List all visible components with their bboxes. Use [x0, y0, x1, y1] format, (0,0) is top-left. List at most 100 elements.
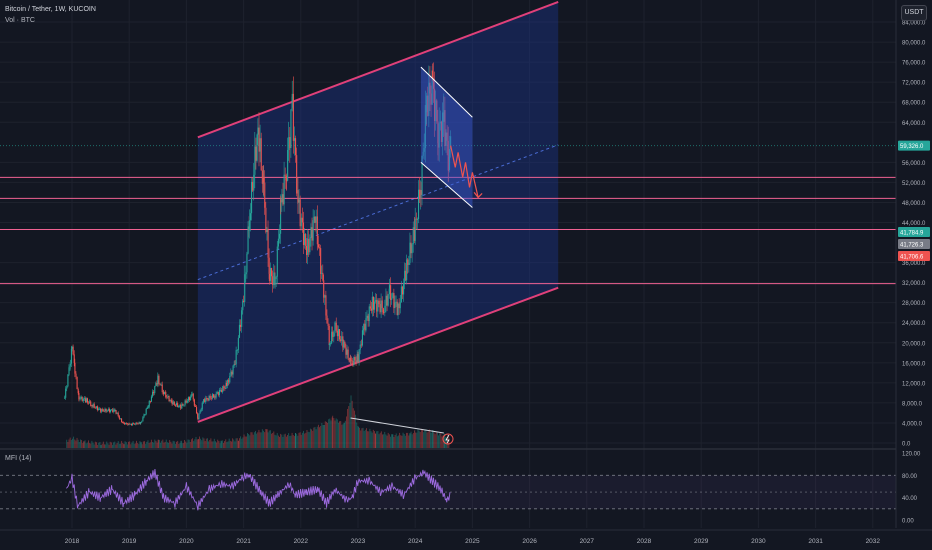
candle-body [247, 226, 249, 254]
candle-body [241, 310, 243, 327]
time-tick-label: 2028 [637, 538, 652, 545]
volume-bar [274, 434, 276, 448]
candle-body [295, 138, 297, 156]
candle-body [82, 398, 84, 401]
candle-body [90, 401, 92, 406]
volume-bar [194, 439, 196, 448]
candle-body [181, 404, 183, 409]
volume-bar [435, 431, 437, 448]
volume-bar [118, 443, 120, 448]
volume-bar [323, 425, 325, 448]
candle-body [167, 396, 169, 398]
candle-body [336, 330, 338, 337]
volume-bar [298, 432, 300, 448]
volume-bar [244, 436, 246, 448]
candle-body [276, 246, 278, 277]
volume-bar [382, 434, 383, 448]
volume-bar [247, 433, 248, 448]
time-tick-label: 2023 [351, 538, 366, 545]
candle-body [100, 408, 102, 412]
volume-bar [394, 435, 396, 448]
volume-bar [406, 432, 407, 448]
time-tick-label: 2027 [580, 538, 595, 545]
volume-bar [217, 439, 219, 448]
candle-body [265, 207, 267, 233]
price-tick-label: 0.0 [902, 442, 911, 448]
candle-body [229, 375, 231, 383]
candle-body [266, 228, 268, 233]
volume-bar [379, 432, 381, 448]
projection-arrow-head [473, 192, 483, 199]
volume-bar [120, 443, 121, 448]
volume-bar [210, 438, 212, 448]
time-tick-label: 2024 [408, 538, 423, 545]
volume-bar [227, 441, 229, 448]
candle-body [443, 110, 445, 122]
candle-body [204, 399, 206, 403]
volume-bar [295, 433, 296, 448]
volume-bar [83, 441, 85, 448]
price-tick-label: 84,000.0 [902, 21, 926, 27]
candle-body [428, 82, 430, 116]
candle-body [298, 199, 300, 203]
volume-bar [228, 438, 230, 448]
volume-bar [180, 440, 182, 448]
volume-bar [239, 438, 240, 448]
candle-body [86, 398, 88, 403]
volume-bar [219, 443, 221, 448]
volume-bar [202, 437, 204, 448]
candle-body [264, 182, 266, 208]
candle-body [400, 286, 402, 303]
volume-bar [218, 440, 220, 448]
candle-body [68, 367, 70, 375]
candle-body [121, 422, 123, 423]
channel-lower-line [197, 286, 559, 423]
candle-body [114, 409, 116, 411]
volume-bar [433, 432, 435, 448]
volume-bar [104, 444, 105, 448]
price-tick-label: 56,000.0 [902, 161, 926, 167]
candle-body [375, 300, 377, 302]
candle-body [99, 408, 101, 410]
candle-body [233, 363, 235, 366]
price-tick-label: 12,000.0 [902, 381, 926, 387]
candle-body [368, 306, 370, 322]
candle-body [440, 121, 442, 142]
volume-bar [446, 437, 447, 448]
volume-bar [241, 438, 243, 448]
volume-bar [131, 442, 133, 448]
candle-body [325, 295, 327, 316]
volume-bar [123, 444, 125, 448]
currency-button[interactable]: USDT [901, 5, 927, 21]
volume-bar [407, 432, 409, 448]
volume-bar [284, 433, 286, 448]
price-tick-label: 8,000.0 [902, 401, 923, 407]
candle-body [221, 389, 223, 393]
candle-body [178, 405, 180, 407]
volume-bar [395, 433, 397, 448]
volume-bar [96, 442, 97, 448]
candle-body [343, 341, 345, 348]
volume-bar [304, 433, 306, 448]
candle-body [316, 216, 318, 245]
volume-bar [279, 436, 280, 448]
candle-body [170, 400, 172, 401]
candle-body [184, 400, 186, 405]
candle-body [101, 408, 103, 412]
candle-body [304, 234, 306, 245]
candle-body [222, 386, 224, 393]
candle-body [81, 396, 83, 401]
candle-body [307, 239, 309, 256]
candle-body [288, 137, 290, 150]
candle-body [444, 110, 446, 146]
volume-bar [336, 419, 338, 448]
candle-body [150, 396, 153, 402]
volume-bar [419, 432, 421, 448]
volume-bar [172, 440, 174, 448]
volume-bar [290, 435, 292, 448]
volume-bar [192, 438, 194, 448]
volume-bar [168, 442, 169, 448]
volume-bar [316, 426, 318, 448]
volume-bar [108, 444, 110, 448]
